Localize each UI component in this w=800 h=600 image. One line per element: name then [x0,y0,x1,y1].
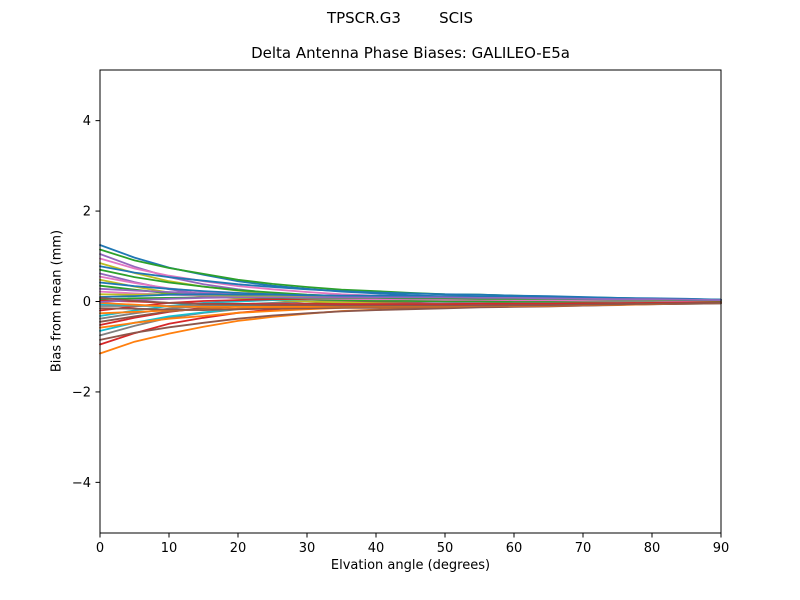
series-line [99,296,722,303]
x-axis-label: Elvation angle (degrees) [330,558,491,573]
x-tick-label: 10 [161,541,178,556]
chart-subtitle: Delta Antenna Phase Biases: GALILEO-E5a [251,44,570,62]
x-tick-label: 0 [96,541,104,556]
y-tick-label: 4 [83,114,91,129]
y-axis-label: Bias from mean (mm) [49,229,65,373]
x-tick-label: 50 [437,541,454,556]
x-tick-label: 90 [713,541,730,556]
y-tick-label: 2 [83,205,91,220]
x-tick-label: 80 [644,541,661,556]
x-tick-label: 20 [230,541,247,556]
x-tick-label: 60 [506,541,523,556]
y-tick-label: −4 [72,476,91,491]
y-axis-ticks: −4 −2 0 2 4 [72,114,100,491]
series-line [99,296,722,307]
x-axis-ticks: 0 10 20 30 40 50 60 70 80 90 [96,533,729,556]
x-tick-label: 70 [575,541,592,556]
series-lines [99,244,722,355]
x-tick-label: 40 [368,541,385,556]
x-tick-label: 30 [299,541,316,556]
y-tick-label: 0 [83,295,91,310]
y-tick-label: −2 [72,385,91,400]
figure-title: TPSCR.G3 SCIS [326,9,474,27]
